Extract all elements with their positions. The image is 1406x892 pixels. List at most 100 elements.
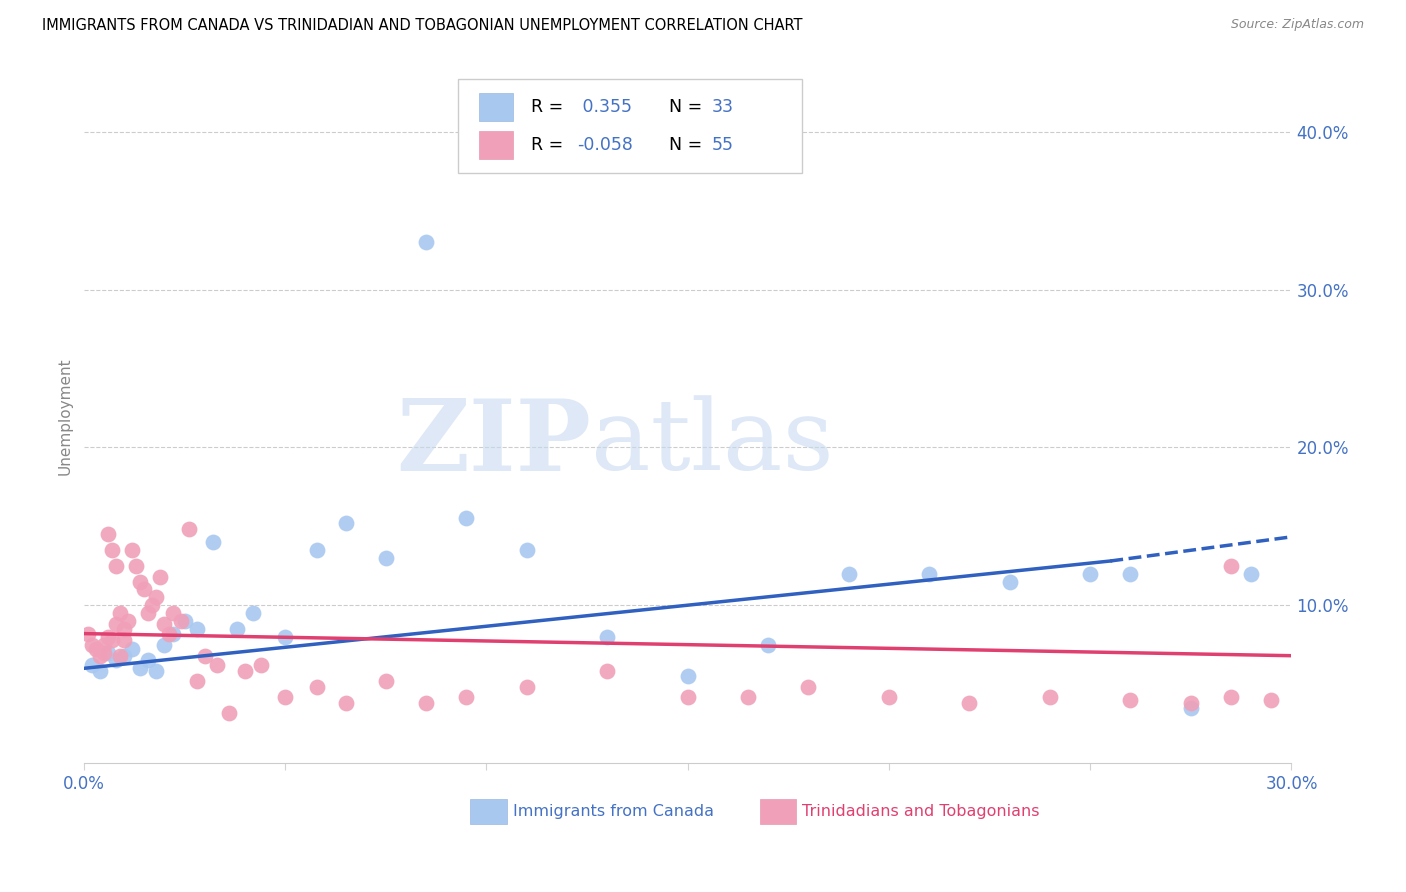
- Point: [169, 614, 191, 628]
- Point: [797, 680, 820, 694]
- FancyBboxPatch shape: [471, 799, 506, 824]
- Point: [89, 648, 111, 663]
- Point: [162, 606, 184, 620]
- Point: [134, 582, 156, 597]
- Point: [596, 665, 619, 679]
- Point: [149, 570, 172, 584]
- Point: [456, 511, 478, 525]
- Point: [125, 558, 148, 573]
- FancyBboxPatch shape: [479, 131, 513, 159]
- Point: [1078, 566, 1101, 581]
- Point: [129, 574, 152, 589]
- Point: [93, 646, 115, 660]
- Point: [105, 653, 128, 667]
- Point: [307, 543, 329, 558]
- Point: [186, 622, 208, 636]
- Point: [138, 653, 160, 667]
- Point: [374, 673, 396, 688]
- Point: [274, 630, 297, 644]
- Point: [1119, 693, 1142, 707]
- Point: [1240, 566, 1263, 581]
- Point: [838, 566, 860, 581]
- Point: [516, 680, 538, 694]
- Point: [194, 648, 217, 663]
- Point: [1119, 566, 1142, 581]
- Point: [596, 630, 619, 644]
- Point: [105, 558, 128, 573]
- Point: [516, 543, 538, 558]
- Point: [129, 661, 152, 675]
- Point: [1180, 700, 1202, 714]
- Point: [145, 591, 167, 605]
- Point: [233, 665, 256, 679]
- Point: [205, 658, 228, 673]
- Point: [226, 622, 249, 636]
- Point: [242, 606, 264, 620]
- Point: [97, 527, 120, 541]
- Point: [121, 642, 143, 657]
- Point: [97, 646, 120, 660]
- Point: [737, 690, 759, 704]
- Text: N =: N =: [658, 136, 707, 154]
- Text: N =: N =: [658, 98, 707, 116]
- Point: [1220, 558, 1243, 573]
- Point: [1260, 693, 1282, 707]
- Point: [84, 642, 107, 657]
- Point: [80, 638, 103, 652]
- Point: [108, 606, 131, 620]
- Point: [173, 614, 195, 628]
- Point: [145, 665, 167, 679]
- Point: [89, 665, 111, 679]
- Point: [101, 632, 124, 647]
- Point: [959, 696, 981, 710]
- Point: [157, 626, 180, 640]
- Point: [121, 543, 143, 558]
- Point: [112, 622, 135, 636]
- Text: 55: 55: [711, 136, 734, 154]
- Point: [250, 658, 273, 673]
- Point: [415, 696, 437, 710]
- Point: [415, 235, 437, 249]
- Point: [138, 606, 160, 620]
- Point: [112, 648, 135, 663]
- Text: -0.058: -0.058: [576, 136, 633, 154]
- Point: [141, 598, 163, 612]
- Point: [218, 706, 240, 720]
- Point: [162, 626, 184, 640]
- Point: [201, 535, 224, 549]
- Text: atlas: atlas: [591, 396, 834, 491]
- Text: ZIP: ZIP: [396, 395, 591, 492]
- Point: [153, 617, 176, 632]
- Point: [274, 690, 297, 704]
- Point: [1180, 696, 1202, 710]
- Point: [335, 516, 357, 530]
- Point: [374, 550, 396, 565]
- Point: [1039, 690, 1062, 704]
- Text: Immigrants from Canada: Immigrants from Canada: [513, 805, 714, 819]
- Text: 0.355: 0.355: [576, 98, 631, 116]
- Point: [186, 673, 208, 688]
- Text: 33: 33: [711, 98, 734, 116]
- Point: [998, 574, 1021, 589]
- Point: [1220, 690, 1243, 704]
- Point: [105, 617, 128, 632]
- Point: [153, 638, 176, 652]
- Point: [80, 658, 103, 673]
- Text: Source: ZipAtlas.com: Source: ZipAtlas.com: [1230, 18, 1364, 31]
- FancyBboxPatch shape: [761, 799, 796, 824]
- Text: R =: R =: [530, 98, 568, 116]
- Point: [877, 690, 900, 704]
- FancyBboxPatch shape: [479, 93, 513, 120]
- Point: [97, 630, 120, 644]
- Point: [77, 626, 100, 640]
- Point: [93, 638, 115, 652]
- Text: IMMIGRANTS FROM CANADA VS TRINIDADIAN AND TOBAGONIAN UNEMPLOYMENT CORRELATION CH: IMMIGRANTS FROM CANADA VS TRINIDADIAN AN…: [42, 18, 803, 33]
- Point: [676, 669, 699, 683]
- Text: Trinidadians and Tobagonians: Trinidadians and Tobagonians: [803, 805, 1040, 819]
- Point: [756, 638, 779, 652]
- Point: [108, 648, 131, 663]
- Point: [307, 680, 329, 694]
- Point: [918, 566, 941, 581]
- Point: [456, 690, 478, 704]
- FancyBboxPatch shape: [458, 78, 803, 173]
